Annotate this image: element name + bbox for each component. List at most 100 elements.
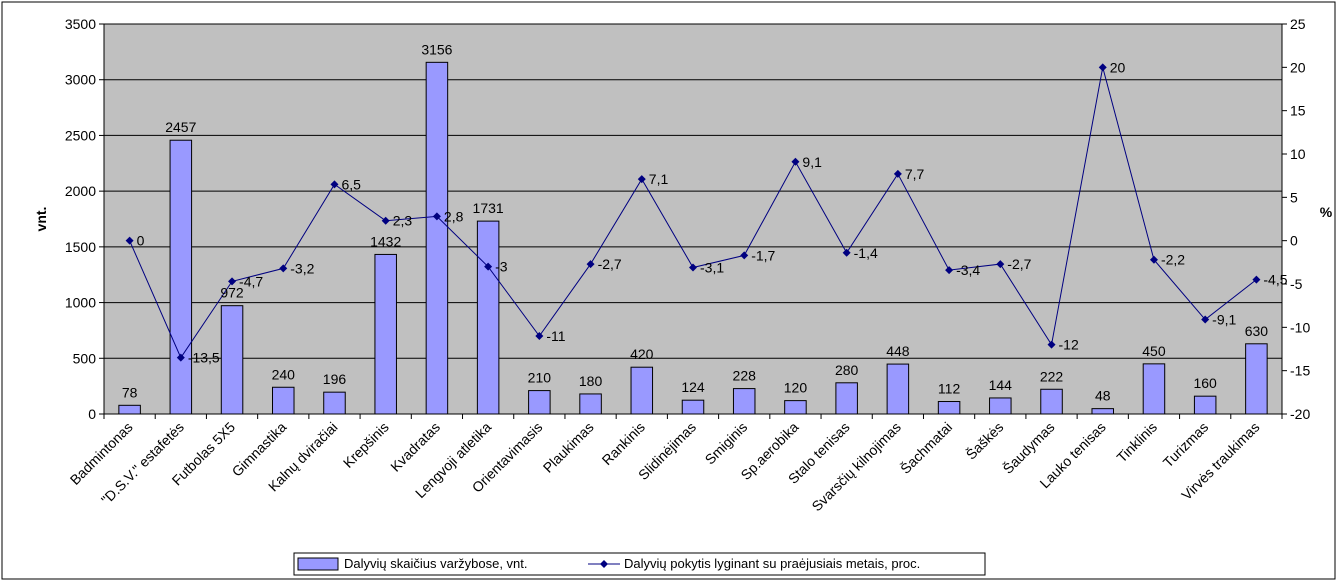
y-axis-title: vnt. xyxy=(33,207,49,232)
line-value-label: -2,7 xyxy=(1007,256,1031,272)
line-point xyxy=(791,157,800,166)
y2-tick-label: -20 xyxy=(1290,406,1310,422)
line-value-label: -3,2 xyxy=(290,260,314,276)
bar-value-label: 144 xyxy=(989,377,1013,393)
line-value-label: -11 xyxy=(546,328,565,344)
line-point xyxy=(637,175,646,184)
line-value-label: 2,3 xyxy=(393,213,413,229)
bar xyxy=(374,253,397,415)
bar xyxy=(1193,395,1217,415)
legend-box xyxy=(293,552,986,576)
legend-bar-swatch xyxy=(297,557,339,571)
line-point xyxy=(945,266,954,275)
bar xyxy=(1245,343,1268,415)
bar-value-label: 1432 xyxy=(370,233,401,249)
line-value-label: -4,5 xyxy=(1263,272,1287,288)
bar-value-label: 228 xyxy=(733,368,757,384)
line-point xyxy=(125,236,134,245)
line-point xyxy=(689,263,697,272)
y-tick-label: 0 xyxy=(88,406,96,422)
line-point xyxy=(842,248,851,257)
line-point xyxy=(740,251,749,260)
y2-tick-label: 0 xyxy=(1290,233,1298,249)
line-point xyxy=(893,169,902,178)
bar xyxy=(989,397,1012,415)
line-value-label: 2,8 xyxy=(444,208,464,224)
bar xyxy=(220,305,244,415)
line-value-label: 7,7 xyxy=(905,166,925,182)
bar-value-label: 450 xyxy=(1142,343,1166,359)
y-tick-label: 500 xyxy=(73,350,97,366)
line-value-label: -2,2 xyxy=(1161,252,1185,268)
bar-value-label: 972 xyxy=(220,285,244,301)
bar xyxy=(476,220,500,415)
line-point xyxy=(1149,255,1158,264)
bar xyxy=(169,139,193,415)
legend: Dalyvių skaičius varžybose, vnt. Dalyvių… xyxy=(293,552,986,576)
bar xyxy=(1091,408,1114,415)
line-point xyxy=(381,216,390,225)
y-tick-label: 2500 xyxy=(65,127,96,143)
line-value-label: 0 xyxy=(137,233,145,249)
y2-tick-label: 20 xyxy=(1290,59,1306,75)
line-value-label: -1,4 xyxy=(854,245,878,261)
line-point xyxy=(484,262,493,271)
bar xyxy=(272,386,295,415)
y-tick-label: 2000 xyxy=(65,183,96,199)
line-value-label: -12 xyxy=(1059,337,1079,353)
y2-tick-label: 15 xyxy=(1290,103,1306,119)
bar-value-label: 2457 xyxy=(165,119,196,135)
line-point xyxy=(996,260,1005,269)
y2-tick-label: 25 xyxy=(1290,16,1306,32)
line-point xyxy=(176,353,185,362)
bar-value-label: 112 xyxy=(938,381,961,397)
bar-value-label: 210 xyxy=(528,370,552,386)
bar xyxy=(1142,363,1166,415)
bar xyxy=(425,61,449,415)
legend-bar-label: Dalyvių skaičius varžybose, vnt. xyxy=(344,556,528,571)
bar xyxy=(1040,388,1063,415)
bar-value-label: 630 xyxy=(1245,323,1269,339)
line-value-label: 7,1 xyxy=(649,171,669,187)
line-value-label: -2,7 xyxy=(598,256,622,272)
bar-value-label: 160 xyxy=(1193,375,1217,391)
line-point xyxy=(1098,63,1107,72)
y2-tick-label: -15 xyxy=(1290,363,1310,379)
bar-value-label: 1731 xyxy=(473,200,504,216)
bar xyxy=(118,404,141,415)
bar-value-label: 48 xyxy=(1095,388,1111,404)
line-value-label: 20 xyxy=(1110,59,1126,75)
bar-value-label: 78 xyxy=(122,384,138,400)
bar xyxy=(937,401,961,415)
line-point xyxy=(535,332,544,340)
bar xyxy=(886,363,910,415)
line-value-label: -4,7 xyxy=(239,273,263,289)
bar xyxy=(681,399,705,415)
line-value-label: -3 xyxy=(495,259,508,275)
plot-area xyxy=(103,23,1283,415)
bar-value-label: 222 xyxy=(1040,368,1064,384)
legend-line-marker xyxy=(600,560,608,568)
line-point xyxy=(1047,340,1056,349)
line-value-label: -3,4 xyxy=(956,262,980,278)
y2-tick-label: -5 xyxy=(1290,276,1303,292)
line-value-label: -13,5 xyxy=(188,350,220,366)
y2-tick-label: 10 xyxy=(1290,146,1306,162)
bar-value-label: 120 xyxy=(784,380,808,396)
line-point xyxy=(279,264,288,273)
bar xyxy=(630,366,654,415)
bar-value-label: 196 xyxy=(323,371,347,387)
bar xyxy=(784,400,807,415)
bar-value-label: 180 xyxy=(579,373,603,389)
legend-line-label: Dalyvių pokytis lyginant su praėjusiais … xyxy=(624,556,920,571)
line-value-label: -9,1 xyxy=(1212,312,1236,328)
line-series xyxy=(125,63,1261,362)
line-value-label: -1,7 xyxy=(751,247,775,263)
bar xyxy=(579,393,602,415)
y-tick-label: 1500 xyxy=(65,239,96,255)
line-point xyxy=(228,277,237,286)
line-value-label: 9,1 xyxy=(802,154,822,170)
y-tick-label: 3500 xyxy=(65,16,96,32)
